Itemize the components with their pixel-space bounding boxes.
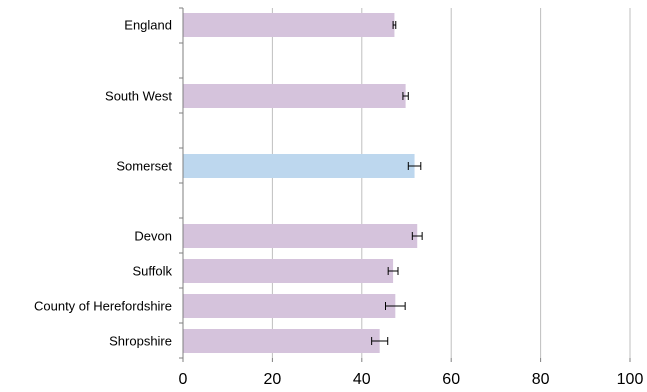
bar-devon [183, 224, 418, 248]
category-label-england: England [124, 18, 172, 33]
bar-south-west [183, 84, 406, 108]
error-bar-suffolk [387, 267, 399, 275]
bars [183, 13, 418, 353]
error-bar-shropshire [371, 337, 389, 345]
x-tick-label-60: 60 [442, 371, 460, 388]
x-tick-labels: 0 20 40 60 80 100 [179, 371, 644, 388]
error-bar-england [392, 21, 397, 29]
bar-shropshire [183, 329, 380, 353]
category-labels: England South West Somerset Devon Suffolk Cou… [34, 18, 173, 349]
bar-england [183, 13, 395, 37]
error-bars [371, 21, 423, 345]
error-bar-somerset [407, 162, 422, 170]
y-axis [179, 7, 631, 362]
category-label-county-of-herefordshire: County of Herefordshire [34, 299, 172, 314]
x-tick-label-0: 0 [179, 371, 188, 388]
error-bar-county-of-herefordshire [384, 302, 406, 310]
category-label-somerset: Somerset [116, 159, 172, 174]
bar-somerset [183, 154, 415, 178]
x-tick-label-20: 20 [264, 371, 282, 388]
error-bar-devon [411, 232, 423, 240]
category-label-devon: Devon [134, 229, 172, 244]
bar-county-of-herefordshire [183, 294, 396, 318]
category-label-suffolk: Suffolk [132, 264, 172, 279]
x-tick-label-100: 100 [617, 371, 644, 388]
category-label-shropshire: Shropshire [109, 334, 172, 349]
bar-suffolk [183, 259, 394, 283]
x-tick-label-40: 40 [353, 371, 371, 388]
error-bar-south-west [402, 92, 409, 100]
category-label-south-west: South West [105, 89, 172, 104]
x-tick-label-80: 80 [532, 371, 550, 388]
